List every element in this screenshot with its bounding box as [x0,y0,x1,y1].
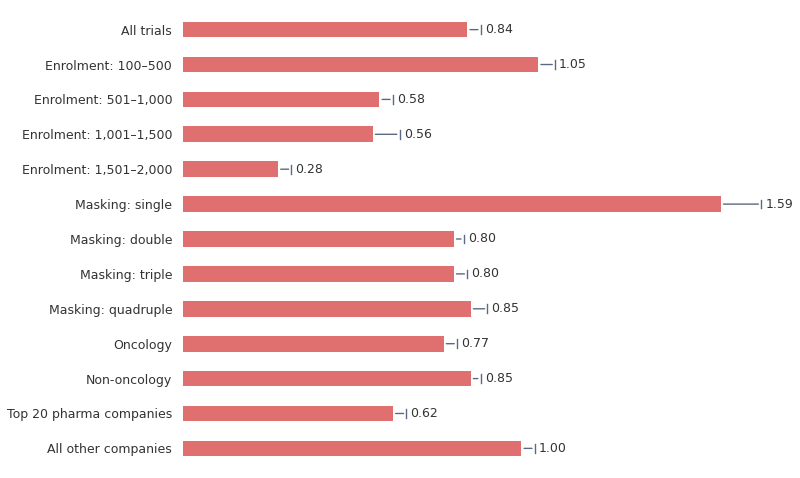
Text: 0.77: 0.77 [461,337,489,350]
Bar [183,57,538,72]
Text: 0.28: 0.28 [295,163,323,176]
Text: 1.00: 1.00 [539,442,566,455]
Text: 0.56: 0.56 [404,128,431,141]
Bar [183,336,443,351]
Bar [183,162,278,177]
Bar [183,22,467,37]
Bar [183,92,379,107]
Text: 0.62: 0.62 [410,407,438,420]
Text: 0.85: 0.85 [491,302,519,315]
Text: 0.58: 0.58 [397,93,425,106]
Bar [183,301,470,316]
Bar [183,406,393,421]
Bar [183,196,721,212]
Bar [183,231,454,247]
Text: 0.85: 0.85 [485,372,513,385]
Bar [183,266,454,282]
Text: 1.59: 1.59 [766,197,793,211]
Bar [183,371,470,386]
Bar [183,441,522,456]
Text: 0.84: 0.84 [485,23,513,36]
Text: 0.80: 0.80 [468,232,496,246]
Text: 1.05: 1.05 [559,58,587,71]
Bar [183,127,373,142]
Text: 0.80: 0.80 [471,267,499,281]
